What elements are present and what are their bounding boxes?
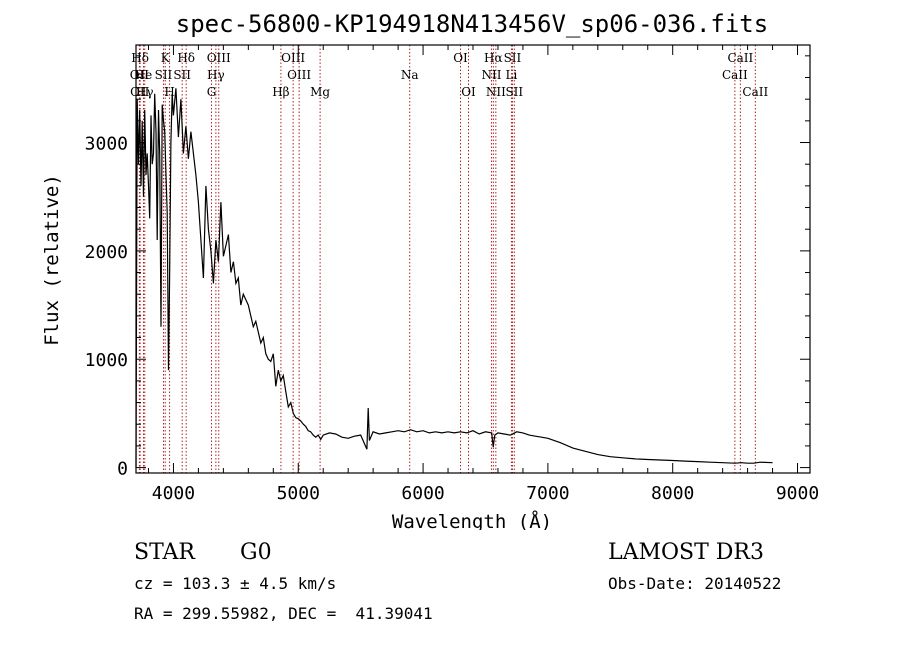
line-marker-label: OI xyxy=(461,85,476,99)
x-tick-label: 9000 xyxy=(776,483,819,504)
line-marker-label: NII xyxy=(486,85,506,99)
y-tick-label: 1000 xyxy=(85,350,128,371)
obs-date: Obs-Date: 20140522 xyxy=(608,574,782,593)
x-tick-label: 8000 xyxy=(651,483,694,504)
chart-title: spec-56800-KP194918N413456V_sp06-036.fit… xyxy=(176,10,768,38)
line-marker-label: CaII xyxy=(722,68,748,82)
line-marker-label: SII xyxy=(173,68,191,82)
line-marker-label: OII xyxy=(130,68,150,82)
line-marker-label: OIII xyxy=(281,51,305,65)
line-marker-label: Mg xyxy=(310,85,330,99)
line-marker-label: Hα xyxy=(484,51,503,65)
line-marker-label: OII xyxy=(130,85,150,99)
spectrum-chart: spec-56800-KP194918N413456V_sp06-036.fit… xyxy=(41,10,819,530)
line-marker-label: CaII xyxy=(742,85,768,99)
survey-label: LAMOST DR3 xyxy=(608,540,764,565)
x-tick-label: 7000 xyxy=(526,483,569,504)
line-marker-label: OI xyxy=(453,51,468,65)
x-tick-label: 4000 xyxy=(152,483,195,504)
line-marker-label: SII xyxy=(504,51,522,65)
line-marker-label: G xyxy=(207,85,217,99)
line-marker-label: Na xyxy=(401,68,419,82)
line-marker-label: NII xyxy=(481,68,501,82)
y-axis-label: Flux (relative) xyxy=(41,174,63,346)
spectrum-line xyxy=(135,88,773,468)
line-marker-label: He xyxy=(135,68,153,82)
line-marker-label: CaII xyxy=(727,51,753,65)
object-subclass: G0 xyxy=(240,540,272,565)
y-axis: 0 1000 2000 3000 xyxy=(85,55,810,480)
x-axis: 4000 5000 6000 7000 8000 9000 xyxy=(147,45,819,504)
line-marker-label: Hδ xyxy=(177,51,195,65)
object-class: STAR xyxy=(134,540,195,565)
line-marker-label: OIII xyxy=(207,51,231,65)
line-marker-label: Hβ xyxy=(272,85,289,99)
y-tick-label: 0 xyxy=(117,459,128,480)
y-tick-label: 3000 xyxy=(85,134,128,155)
line-marker-label: H xyxy=(164,85,174,99)
line-markers xyxy=(138,45,756,473)
x-tick-label: 6000 xyxy=(401,483,444,504)
line-marker-label: Hγ xyxy=(207,68,225,82)
coordinates: RA = 299.55982, DEC = 41.39041 xyxy=(134,604,433,623)
line-marker-label: SII xyxy=(505,85,523,99)
line-marker-label: Hγ xyxy=(136,85,154,99)
redshift-cz: cz = 103.3 ± 4.5 km/s xyxy=(134,574,337,593)
x-axis-label: Wavelength (Å) xyxy=(392,510,552,530)
line-marker-label: Li xyxy=(506,68,518,82)
x-tick-label: 5000 xyxy=(277,483,320,504)
line-marker-label: OIII xyxy=(287,68,311,82)
line-marker-label: SII xyxy=(155,68,173,82)
line-marker-label: Hδ xyxy=(131,51,149,65)
y-tick-label: 2000 xyxy=(85,242,128,263)
line-marker-label: K xyxy=(161,51,171,65)
plot-frame xyxy=(135,44,811,474)
